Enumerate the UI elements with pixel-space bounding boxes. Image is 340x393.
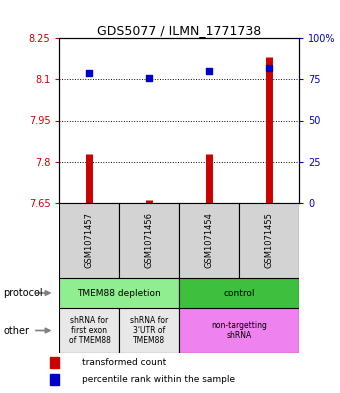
- Bar: [59, 278, 180, 308]
- Text: non-targetting
shRNA: non-targetting shRNA: [211, 321, 267, 340]
- Bar: [239, 203, 299, 278]
- Point: [147, 74, 152, 81]
- Bar: [119, 308, 179, 353]
- Text: shRNA for
first exon
of TMEM88: shRNA for first exon of TMEM88: [69, 316, 110, 345]
- Bar: [50, 374, 59, 384]
- Text: other: other: [3, 325, 29, 336]
- Bar: [180, 308, 299, 353]
- Bar: [59, 203, 119, 278]
- Text: shRNA for
3'UTR of
TMEM88: shRNA for 3'UTR of TMEM88: [130, 316, 169, 345]
- Text: TMEM88 depletion: TMEM88 depletion: [78, 288, 161, 298]
- Text: GSM1071457: GSM1071457: [85, 213, 94, 268]
- Bar: [119, 203, 179, 278]
- Bar: [180, 278, 299, 308]
- Bar: [179, 203, 239, 278]
- Point: [207, 68, 212, 74]
- Point: [87, 70, 92, 76]
- Point: [267, 64, 272, 71]
- Text: GSM1071455: GSM1071455: [265, 213, 274, 268]
- Text: protocol: protocol: [3, 288, 43, 298]
- Bar: [59, 308, 119, 353]
- Text: control: control: [223, 288, 255, 298]
- Title: GDS5077 / ILMN_1771738: GDS5077 / ILMN_1771738: [97, 24, 261, 37]
- Text: GSM1071454: GSM1071454: [205, 213, 214, 268]
- Text: GSM1071456: GSM1071456: [145, 213, 154, 268]
- Text: percentile rank within the sample: percentile rank within the sample: [82, 375, 235, 384]
- Bar: [50, 357, 59, 368]
- Text: transformed count: transformed count: [82, 358, 166, 367]
